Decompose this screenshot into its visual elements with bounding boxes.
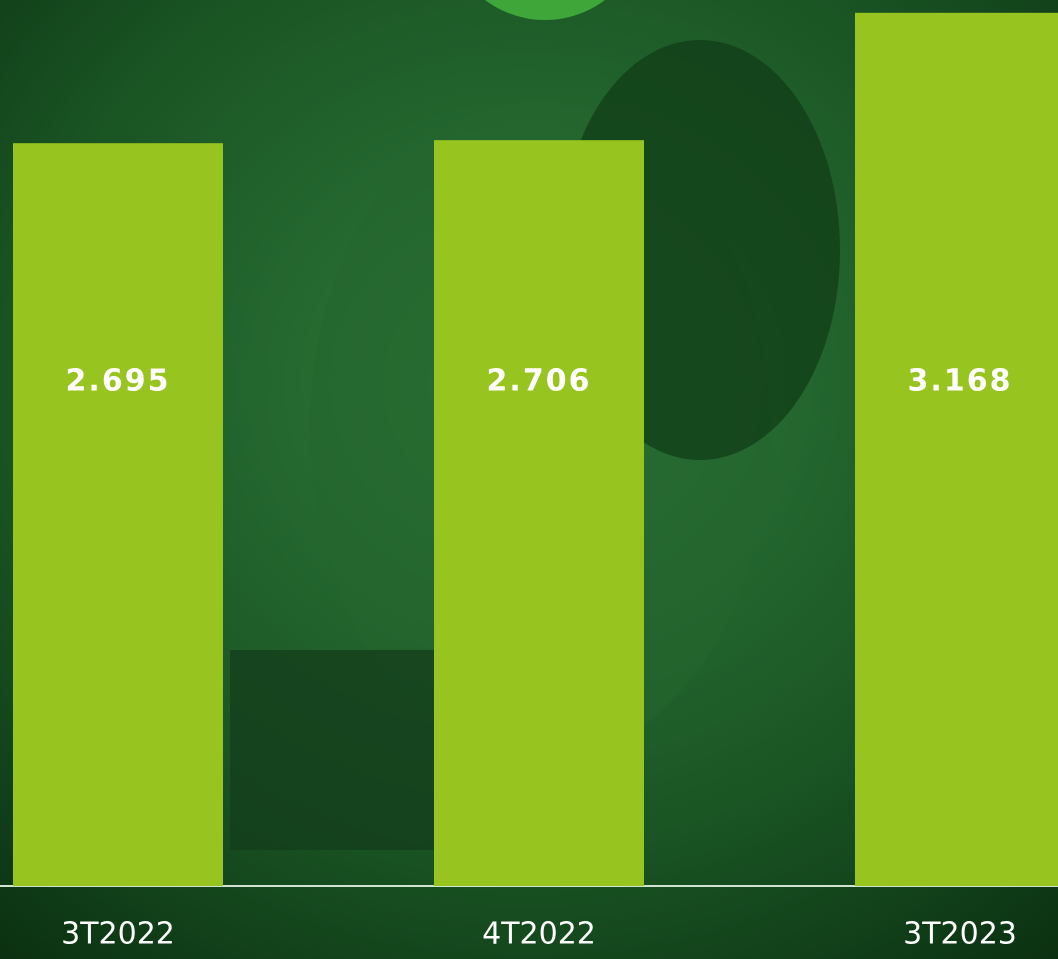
x-tick-label: 4T2022 bbox=[482, 917, 596, 952]
page: 2.6953T20222.7064T20223.1683T2023 (() =>… bbox=[0, 0, 1058, 959]
bar bbox=[13, 143, 223, 886]
photo-tablet bbox=[230, 650, 440, 850]
bar bbox=[434, 140, 644, 886]
value-label: 2.706 bbox=[487, 364, 592, 399]
chart: 2.695 3T2022 2.706 4T2022 3.168 3T2023 bbox=[0, 0, 1058, 959]
value-label: 2.695 bbox=[66, 364, 171, 399]
bar bbox=[855, 13, 1058, 886]
x-tick-label: 3T2023 bbox=[903, 917, 1017, 952]
x-tick-label: 3T2022 bbox=[61, 917, 175, 952]
value-label: 3.168 bbox=[908, 364, 1013, 399]
